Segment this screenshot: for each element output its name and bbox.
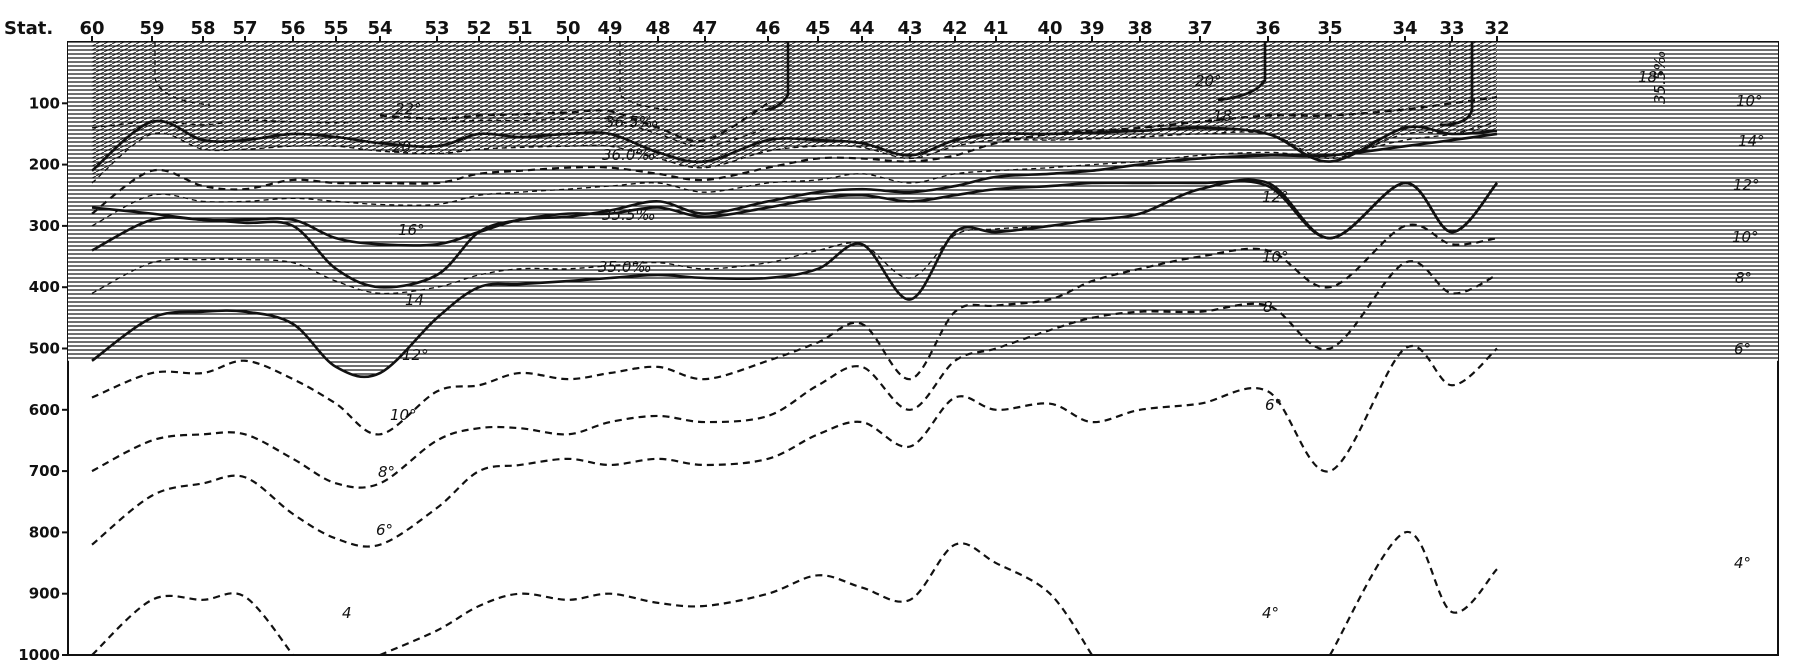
station-label-44: 44 <box>849 18 874 39</box>
label-36-5: 36.5‰ <box>605 113 659 131</box>
station-label-57: 57 <box>232 18 257 39</box>
isotherm-9-seg-0 <box>91 592 294 655</box>
upper-boundary-mid <box>619 42 701 111</box>
upper-boundary-36 <box>1217 42 1267 102</box>
label-20-upper: 20° <box>1195 72 1222 90</box>
label-8-mid: 8 <box>1263 298 1273 316</box>
label-14: 14 <box>405 291 424 309</box>
station-label-54: 54 <box>367 18 392 39</box>
upper-boundary-33 <box>1439 42 1474 127</box>
station-label-36: 36 <box>1255 18 1280 39</box>
label-10: 10° <box>390 406 417 424</box>
x-axis-label: Stat. <box>4 18 53 39</box>
depth-label-700: 700 <box>29 462 60 480</box>
station-label-40: 40 <box>1037 18 1062 39</box>
isotherm-4-seg-0 <box>91 179 1498 289</box>
label-6: 6° <box>376 521 393 539</box>
isotherm-1-seg-0 <box>91 119 1498 172</box>
salinity-isoline-1-seg-0 <box>91 130 1498 184</box>
label-12: 12° <box>402 346 429 364</box>
depth-label-300: 300 <box>29 217 60 235</box>
label-8: 8° <box>378 463 395 481</box>
isotherm-7-seg-0 <box>91 260 1498 489</box>
depth-label-900: 900 <box>29 585 60 603</box>
label-18: 18 <box>1213 107 1232 125</box>
right-label-10: 10° <box>1736 92 1763 110</box>
station-label-53: 53 <box>424 18 449 39</box>
right-label-8: 8° <box>1735 269 1752 287</box>
isotherm-9-seg-2 <box>1329 531 1498 655</box>
station-label-58: 58 <box>190 18 215 39</box>
label-10-mid: 10° <box>1262 248 1289 266</box>
label-16: 16° <box>398 221 425 239</box>
station-label-51: 51 <box>507 18 532 39</box>
label-4-mid: 4° <box>1262 604 1279 622</box>
label-22: 22° <box>395 100 422 118</box>
station-label-48: 48 <box>645 18 670 39</box>
label-20: 20 <box>392 138 411 156</box>
depth-label-800: 800 <box>29 523 60 541</box>
label-station-35-5: 35.5‰ <box>1651 50 1669 104</box>
salinity-isoline-2-seg-0 <box>91 121 1498 227</box>
label-35-5: 35.5‰ <box>602 206 656 224</box>
depth-label-500: 500 <box>29 340 60 358</box>
right-label-12: 12° <box>1733 176 1760 194</box>
depth-label-100: 100 <box>29 94 60 112</box>
upper-boundary-left <box>154 42 211 106</box>
hatched-regions <box>68 42 1778 377</box>
salinity-isoline-3-seg-0 <box>91 179 1498 295</box>
station-label-55: 55 <box>323 18 348 39</box>
station-label-34: 34 <box>1392 18 1417 39</box>
isotherm-9-seg-1 <box>379 542 1093 655</box>
label-station-18: 18° <box>1638 68 1665 86</box>
right-label-14: 14° <box>1738 132 1765 150</box>
isotherm-6-seg-0 <box>91 223 1498 436</box>
isotherm-8-seg-0 <box>91 344 1498 548</box>
station-label-45: 45 <box>805 18 830 39</box>
station-label-32: 32 <box>1484 18 1509 39</box>
station-label-56: 56 <box>280 18 305 39</box>
station-label-47: 47 <box>692 18 717 39</box>
isolines-group <box>91 42 1498 655</box>
station-label-52: 52 <box>466 18 491 39</box>
region-above-36-salinity <box>92 42 1497 183</box>
depth-label-600: 600 <box>29 401 60 419</box>
label-4: 4 <box>342 604 352 622</box>
station-label-46: 46 <box>755 18 780 39</box>
station-label-60: 60 <box>79 18 104 39</box>
right-label-6: 6° <box>1734 340 1751 358</box>
label-6-mid: 6° <box>1265 396 1282 414</box>
upper-boundary-46 <box>764 42 790 112</box>
label-35-0: 35.0‰ <box>598 258 652 276</box>
station-label-50: 50 <box>555 18 580 39</box>
right-label-10b: 10° <box>1732 228 1759 246</box>
isotherm-3-seg-0 <box>91 132 1498 247</box>
station-label-35: 35 <box>1317 18 1342 39</box>
salinity-isoline-0-seg-0 <box>91 117 769 147</box>
label-36-0: 36.0‰ <box>602 146 656 164</box>
station-label-59: 59 <box>139 18 164 39</box>
right-label-4: 4° <box>1734 554 1751 572</box>
station-label-49: 49 <box>597 18 622 39</box>
axes-group: 60 59 58 57 56 55 54 53 52 51 50 49 48 47 46 45 44 43 42 41… <box>18 18 1509 664</box>
hatch-edge-right <box>1497 42 1778 165</box>
isotherm-5-seg-0 <box>91 178 1498 379</box>
depth-label-200: 200 <box>29 156 60 174</box>
station-label-41: 41 <box>983 18 1008 39</box>
label-12-top: 12° <box>1262 188 1289 206</box>
station-label-39: 39 <box>1079 18 1104 39</box>
station-label-43: 43 <box>897 18 922 39</box>
station-label-37: 37 <box>1187 18 1212 39</box>
depth-label-400: 400 <box>29 278 60 296</box>
station-label-33: 33 <box>1439 18 1464 39</box>
depth-label-1000: 1000 <box>18 646 60 664</box>
station-label-42: 42 <box>942 18 967 39</box>
station-label-38: 38 <box>1127 18 1152 39</box>
isotherm-2-seg-0 <box>91 96 1498 215</box>
